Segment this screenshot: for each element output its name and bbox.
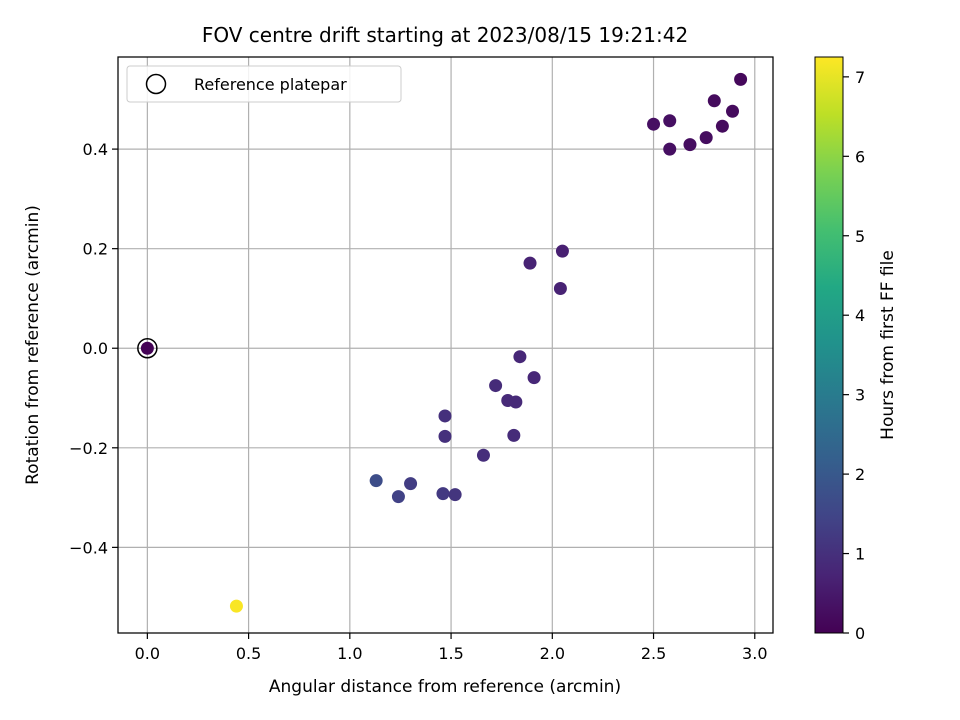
data-points (137, 72, 748, 613)
data-point (438, 409, 452, 423)
data-point (699, 131, 713, 145)
x-tick-label: 1.0 (337, 644, 362, 663)
chart-title: FOV centre drift starting at 2023/08/15 … (202, 23, 688, 47)
y-ticks: −0.4 −0.2 0.0 0.2 0.4 (69, 140, 118, 557)
x-tick-label: 0.5 (236, 644, 261, 663)
data-point (476, 448, 490, 462)
plot-frame (117, 56, 774, 634)
y-tick-label: 0.0 (83, 339, 108, 358)
colorbar-label: Hours from first FF file (878, 250, 898, 440)
data-point (553, 281, 567, 295)
data-point (438, 429, 452, 443)
data-point (229, 599, 243, 613)
data-point (448, 488, 462, 502)
data-point (436, 487, 450, 501)
data-point (369, 474, 383, 488)
colorbar-tick-label: 7 (855, 68, 865, 87)
x-tick-label: 1.5 (438, 644, 463, 663)
y-tick-label: −0.2 (69, 439, 108, 458)
data-point (391, 490, 405, 504)
data-point (140, 341, 154, 355)
data-point (523, 256, 537, 270)
y-axis-label: Rotation from reference (arcmin) (23, 205, 43, 485)
colorbar-tick-label: 1 (855, 545, 865, 564)
y-tick-label: 0.2 (83, 240, 108, 259)
grid (118, 57, 773, 633)
x-tick-label: 2.0 (540, 644, 565, 663)
colorbar-tick-label: 4 (855, 306, 865, 325)
x-tick-label: 2.5 (641, 644, 666, 663)
reference-marker (137, 337, 158, 359)
data-point (513, 350, 527, 364)
colorbar-tick-label: 2 (855, 465, 865, 484)
x-tick-label: 0.0 (135, 644, 160, 663)
data-point (489, 379, 503, 393)
data-point (726, 104, 740, 118)
data-point (507, 428, 521, 442)
x-axis-label: Angular distance from reference (arcmin) (269, 677, 621, 697)
legend-box (126, 65, 402, 103)
colorbar-tick-label: 0 (855, 624, 865, 643)
data-point (715, 119, 729, 133)
x-ticks: 0.0 0.5 1.0 1.5 2.0 2.5 3.0 (135, 633, 768, 663)
data-point (734, 72, 748, 86)
legend-label: Reference platepar (194, 75, 347, 94)
y-tick-label: −0.4 (69, 538, 108, 557)
data-point (647, 117, 661, 131)
legend: Reference platepar (126, 65, 402, 103)
data-point (683, 138, 697, 152)
x-tick-label: 3.0 (742, 644, 767, 663)
colorbar-tick-label: 3 (855, 386, 865, 405)
data-point (509, 395, 523, 409)
data-point (527, 371, 541, 385)
colorbar-tick-label: 5 (855, 227, 865, 246)
data-point (707, 94, 721, 108)
data-point (555, 244, 569, 258)
colorbar-tick-label: 6 (855, 147, 865, 166)
y-tick-label: 0.4 (83, 140, 108, 159)
data-point (663, 142, 677, 156)
legend-marker-icon (145, 73, 167, 95)
data-point (663, 114, 677, 128)
colorbar-ticks: 0 1 2 3 4 5 6 7 (843, 68, 865, 643)
data-point (404, 477, 418, 491)
colorbar (814, 56, 844, 634)
